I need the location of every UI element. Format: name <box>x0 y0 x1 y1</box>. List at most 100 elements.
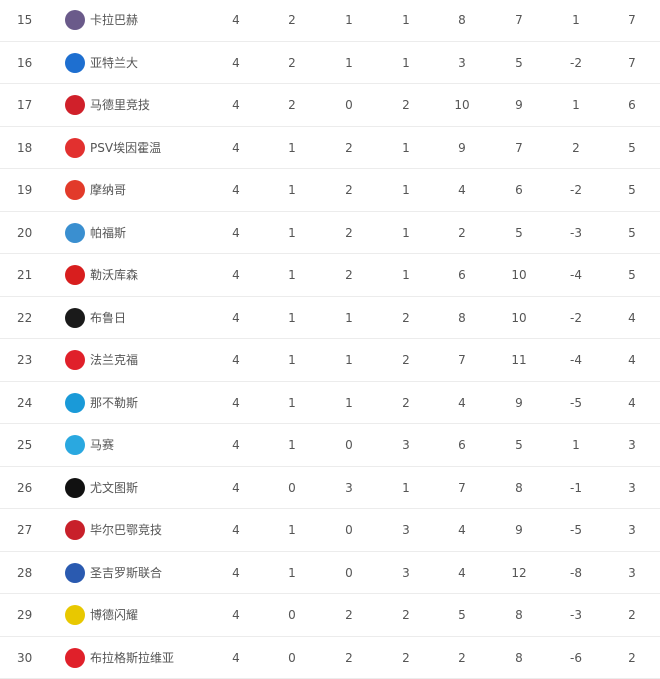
lost-value: 1 <box>386 467 426 509</box>
pts-value: 4 <box>612 382 652 424</box>
drawn-value: 1 <box>329 382 369 424</box>
rank: 30 <box>17 637 32 679</box>
rank: 23 <box>17 339 32 381</box>
ga-value: 5 <box>499 42 539 84</box>
team-name[interactable]: 毕尔巴鄂竞技 <box>90 509 162 551</box>
gd-value: 1 <box>556 424 596 466</box>
rank: 19 <box>17 169 32 211</box>
won-value: 1 <box>272 509 312 551</box>
rank: 25 <box>17 424 32 466</box>
team-name[interactable]: 马德里竞技 <box>90 84 150 126</box>
team-name[interactable]: 那不勒斯 <box>90 382 138 424</box>
atalanta-crest-icon <box>65 53 85 73</box>
won-value: 1 <box>272 169 312 211</box>
pts-value: 3 <box>612 509 652 551</box>
team-name[interactable]: 法兰克福 <box>90 339 138 381</box>
pts-value: 6 <box>612 84 652 126</box>
ga-value: 8 <box>499 467 539 509</box>
gd-value: -5 <box>556 509 596 551</box>
drawn-value: 1 <box>329 297 369 339</box>
team-name[interactable]: 博德闪耀 <box>90 594 138 636</box>
gf-value: 5 <box>442 594 482 636</box>
team-name[interactable]: 卡拉巴赫 <box>90 0 138 41</box>
won-value: 2 <box>272 84 312 126</box>
leverkusen-crest-icon <box>65 265 85 285</box>
rank: 21 <box>17 254 32 296</box>
won-value: 0 <box>272 467 312 509</box>
pts-value: 3 <box>612 424 652 466</box>
team-name[interactable]: PSV埃因霍温 <box>90 127 161 169</box>
rank: 22 <box>17 297 32 339</box>
won-value: 2 <box>272 42 312 84</box>
gd-value: -2 <box>556 169 596 211</box>
pafos-crest-icon <box>65 223 85 243</box>
won-value: 1 <box>272 339 312 381</box>
gd-value: -2 <box>556 42 596 84</box>
team-name[interactable]: 布鲁日 <box>90 297 126 339</box>
team-name[interactable]: 布拉格斯拉维亚 <box>90 637 174 679</box>
ga-value: 5 <box>499 212 539 254</box>
gf-value: 6 <box>442 254 482 296</box>
team-name[interactable]: 尤文图斯 <box>90 467 138 509</box>
team-name[interactable]: 帕福斯 <box>90 212 126 254</box>
gd-value: 2 <box>556 127 596 169</box>
drawn-value: 2 <box>329 169 369 211</box>
athletic-bilbao-crest-icon <box>65 520 85 540</box>
gf-value: 4 <box>442 552 482 594</box>
lost-value: 1 <box>386 212 426 254</box>
drawn-value: 1 <box>329 42 369 84</box>
lost-value: 2 <box>386 84 426 126</box>
ga-value: 7 <box>499 127 539 169</box>
pts-value: 7 <box>612 42 652 84</box>
lost-value: 1 <box>386 254 426 296</box>
juventus-crest-icon <box>65 478 85 498</box>
pts-value: 5 <box>612 169 652 211</box>
slavia-prague-crest-icon <box>65 648 85 668</box>
won-value: 1 <box>272 552 312 594</box>
won-value: 1 <box>272 424 312 466</box>
pts-value: 7 <box>612 0 652 41</box>
team-name[interactable]: 马赛 <box>90 424 114 466</box>
gd-value: -6 <box>556 637 596 679</box>
drawn-value: 1 <box>329 0 369 41</box>
eintracht-frankfurt-crest-icon <box>65 350 85 370</box>
club-brugge-crest-icon <box>65 308 85 328</box>
ga-value: 11 <box>499 339 539 381</box>
won-value: 1 <box>272 382 312 424</box>
lost-value: 3 <box>386 552 426 594</box>
rank: 27 <box>17 509 32 551</box>
pts-value: 5 <box>612 212 652 254</box>
gf-value: 3 <box>442 42 482 84</box>
won-value: 0 <box>272 637 312 679</box>
played-value: 4 <box>216 637 256 679</box>
team-name[interactable]: 亚特兰大 <box>90 42 138 84</box>
pts-value: 3 <box>612 552 652 594</box>
gf-value: 8 <box>442 297 482 339</box>
gf-value: 7 <box>442 467 482 509</box>
ga-value: 10 <box>499 254 539 296</box>
team-name[interactable]: 圣吉罗斯联合 <box>90 552 162 594</box>
team-name[interactable]: 勒沃库森 <box>90 254 138 296</box>
team-name[interactable]: 摩纳哥 <box>90 169 126 211</box>
gf-value: 2 <box>442 637 482 679</box>
lost-value: 2 <box>386 339 426 381</box>
drawn-value: 2 <box>329 254 369 296</box>
gf-value: 4 <box>442 382 482 424</box>
